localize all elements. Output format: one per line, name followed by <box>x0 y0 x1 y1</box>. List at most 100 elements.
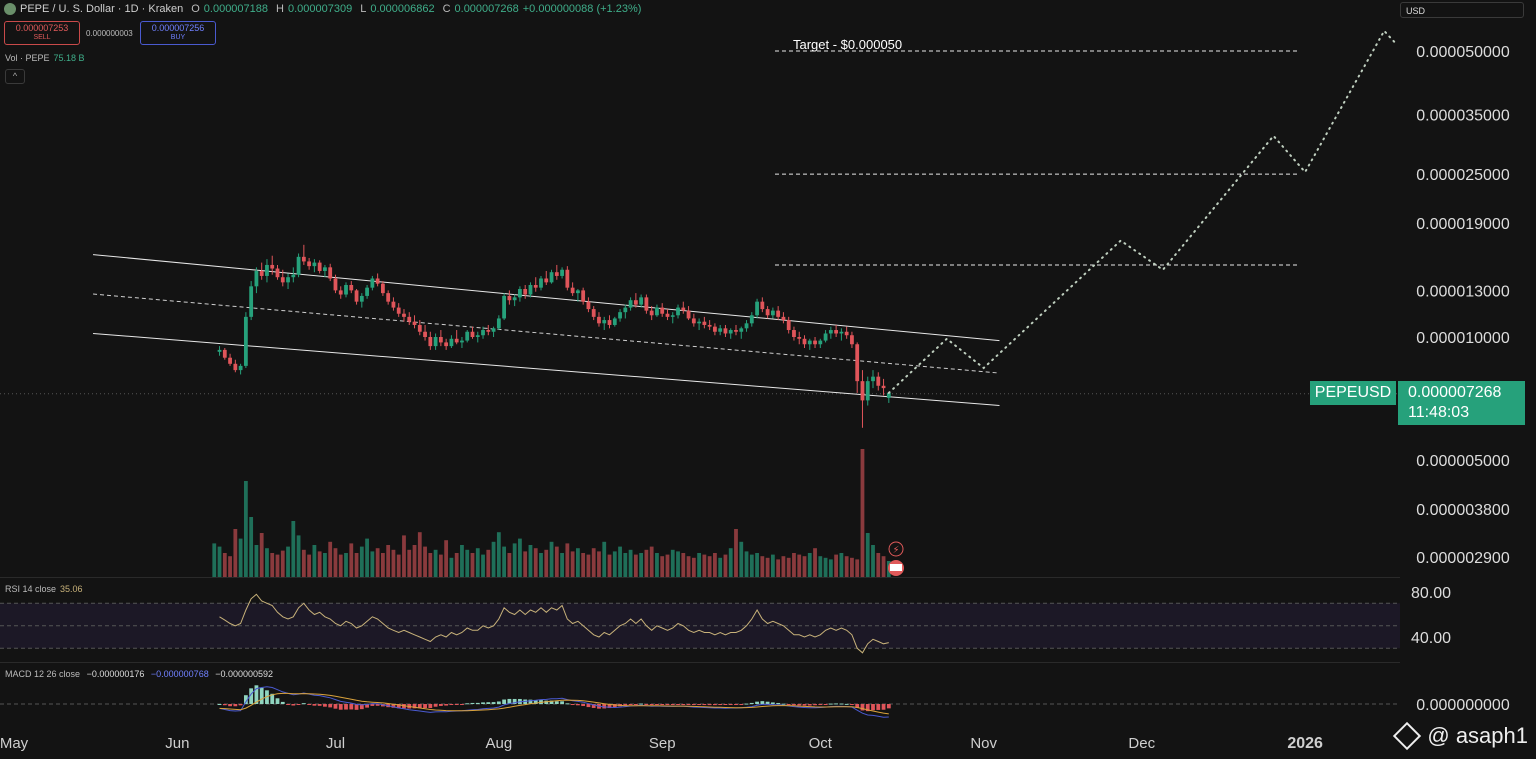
candle-body <box>365 287 369 296</box>
volume-bar <box>344 553 348 577</box>
volume-bar <box>881 556 886 577</box>
pepe-logo-icon <box>4 3 16 15</box>
candle-body <box>807 340 812 345</box>
macd-histogram-bar <box>665 704 670 705</box>
macd-histogram-bar <box>528 699 533 704</box>
volume-bar <box>807 553 812 577</box>
volume-bar <box>354 553 359 577</box>
buy-price: 0.000007256 <box>151 23 205 33</box>
macd-histogram-bar <box>686 704 691 705</box>
macd-histogram-bar <box>639 703 644 705</box>
volume-bar <box>528 545 533 577</box>
candle-body <box>491 328 496 332</box>
candle-body <box>602 320 607 324</box>
candle-body <box>702 321 707 325</box>
signal-line <box>219 692 889 715</box>
chart-header: PEPE / U. S. Dollar · 1D · Kraken O 0.000… <box>4 3 641 15</box>
volume-bar <box>639 553 644 577</box>
candle-body <box>475 335 480 337</box>
flag-icon[interactable] <box>888 560 904 576</box>
volume-bar <box>375 548 380 577</box>
volume-bar <box>417 532 422 577</box>
macd-histogram-bar <box>865 704 870 712</box>
macd-histogram-bar <box>481 702 485 704</box>
volume-bar <box>444 540 449 577</box>
target-annotation: Target - $0.000050 <box>793 37 902 52</box>
volume-bar <box>407 549 412 577</box>
volume-bar <box>265 548 269 577</box>
volume-bar <box>496 532 501 577</box>
macd-histogram-bar <box>713 704 717 706</box>
macd-histogram-bar <box>323 704 327 707</box>
channel-mid <box>93 293 1000 374</box>
macd-histogram-bar <box>228 704 232 707</box>
candle-body <box>222 349 227 358</box>
volume-bar <box>718 557 723 577</box>
macd-histogram-bar <box>375 704 380 706</box>
time-tick-nov: Nov <box>970 735 997 752</box>
candle-body <box>718 328 723 332</box>
macd-histogram-bar <box>333 704 338 709</box>
macd-histogram-bar <box>249 688 254 704</box>
last-price: 0.000007268 <box>1408 384 1502 401</box>
candle-body <box>644 297 649 311</box>
collapse-button[interactable]: ^ <box>5 69 25 84</box>
volume-bar <box>502 546 507 577</box>
candle-body <box>876 376 881 386</box>
macd-value-1: −0.000000176 <box>86 669 145 679</box>
volume-label: Vol · PEPE <box>5 53 50 63</box>
volume-bar <box>312 545 317 577</box>
sell-label: SELL <box>33 34 51 41</box>
candle-body <box>433 337 438 347</box>
candle-body <box>660 307 665 314</box>
candle-body <box>655 307 659 316</box>
macd-histogram-bar <box>649 704 654 705</box>
candle-body <box>691 318 696 324</box>
volume-bar <box>512 543 517 577</box>
macd-histogram-bar <box>233 704 238 707</box>
candle-body <box>665 313 670 317</box>
volume-bar <box>776 559 781 577</box>
volume-bar <box>570 551 575 577</box>
volume-bar <box>338 554 343 577</box>
candle-body <box>554 272 559 276</box>
macd-histogram-bar <box>549 700 554 704</box>
candle-body <box>391 301 396 308</box>
candle-body <box>359 295 364 302</box>
sell-button[interactable]: 0.000007253 SELL <box>4 21 80 45</box>
candle-body <box>686 310 691 319</box>
candle-body <box>681 307 686 311</box>
low-label: L <box>360 3 367 15</box>
volume-bar <box>507 553 512 577</box>
candle-body <box>259 270 264 276</box>
macd-histogram-bar <box>449 704 454 705</box>
macd-histogram-bar <box>502 699 507 704</box>
macd-histogram-bar <box>438 704 443 706</box>
volume-bar <box>739 541 744 577</box>
alert-icon[interactable]: ⚡ <box>888 541 904 557</box>
macd-histogram-bar <box>644 704 649 705</box>
candle-body <box>860 381 865 401</box>
buy-button[interactable]: 0.000007256 BUY <box>140 21 216 45</box>
candle-body <box>539 278 543 288</box>
candle-body <box>591 309 596 317</box>
candle-body <box>734 330 738 332</box>
price-tick-label: 0.000005000 <box>1416 453 1510 470</box>
volume-bar <box>481 554 485 577</box>
macd-histogram-bar <box>243 695 248 704</box>
macd-histogram-bar <box>802 704 807 706</box>
volume-bar <box>518 538 522 577</box>
macd-histogram-bar <box>670 704 675 705</box>
candle-body <box>307 261 312 267</box>
volume-bar <box>533 548 538 577</box>
macd-histogram-bar <box>697 704 701 706</box>
candle-body <box>502 295 507 319</box>
currency-selector[interactable]: USD <box>1400 2 1524 18</box>
chevron-up-icon: ^ <box>12 71 18 81</box>
volume-bar <box>402 535 406 577</box>
volume-bar <box>280 550 285 577</box>
macd-histogram-bar <box>770 702 775 704</box>
macd-histogram-bar <box>217 704 222 705</box>
candle-body <box>744 323 749 329</box>
